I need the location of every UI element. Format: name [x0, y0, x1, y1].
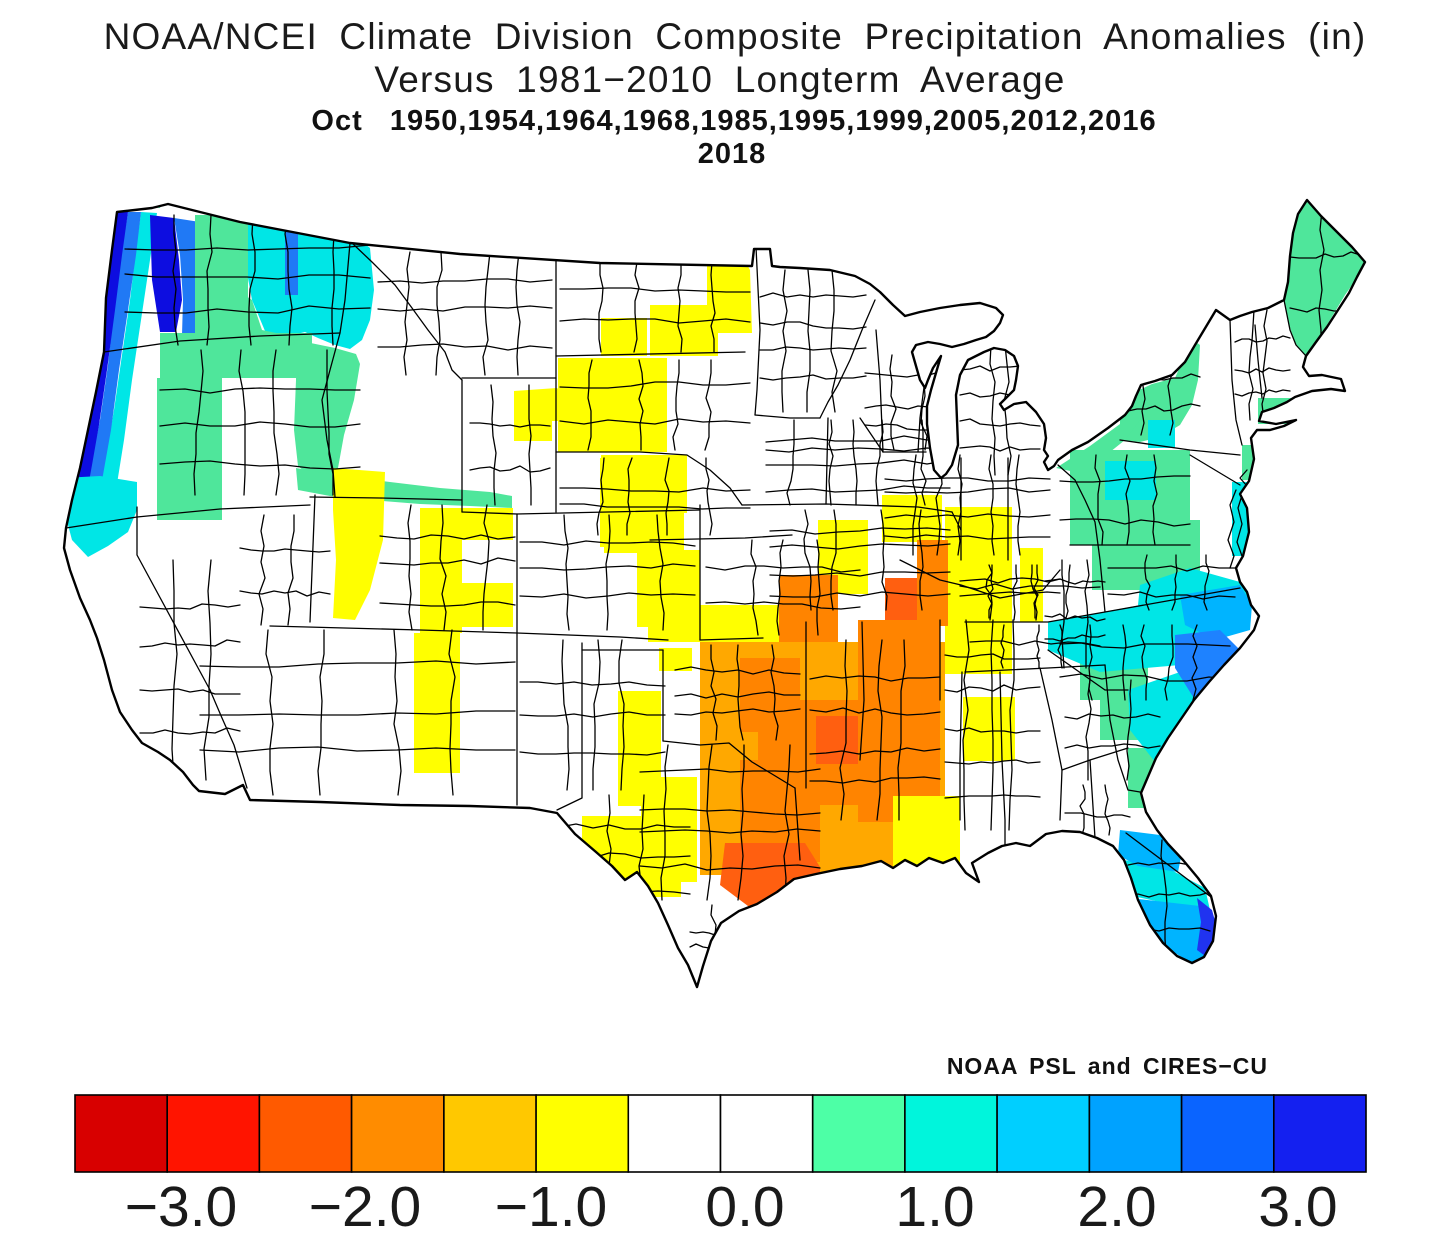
svg-text:1.0: 1.0 — [895, 1175, 974, 1239]
svg-text:2.0: 2.0 — [1077, 1175, 1156, 1239]
svg-text:3.0: 3.0 — [1258, 1175, 1337, 1239]
svg-text:−3.0: −3.0 — [125, 1175, 238, 1239]
svg-text:0.0: 0.0 — [705, 1175, 784, 1239]
svg-text:−1.0: −1.0 — [495, 1175, 608, 1239]
svg-text:−2.0: −2.0 — [309, 1175, 422, 1239]
